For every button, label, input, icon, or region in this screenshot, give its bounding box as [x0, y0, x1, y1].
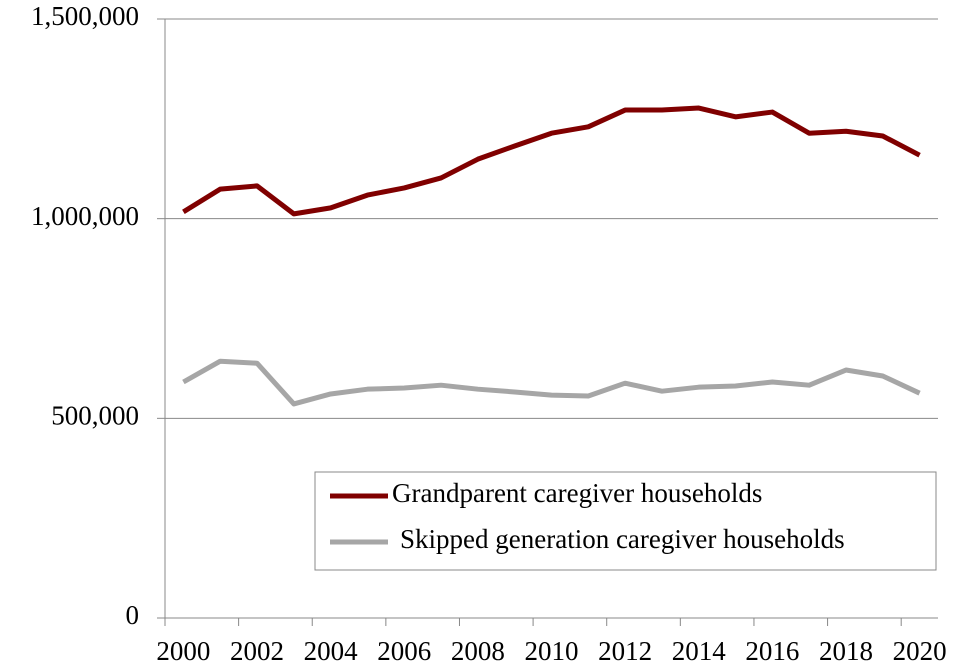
y-tick-label: 1,500,000 [31, 1, 139, 31]
series-line [182, 105, 921, 217]
y-tick-label: 0 [126, 600, 140, 630]
y-tick-label: 500,000 [51, 401, 139, 431]
legend-box [314, 471, 937, 571]
x-tick-label: 2016 [745, 636, 799, 666]
legend-label: Skipped generation caregiver households [400, 524, 845, 554]
series-line [182, 358, 921, 407]
x-tick-label: 2012 [598, 636, 652, 666]
legend-label: Grandparent caregiver households [392, 478, 762, 508]
x-tick-label: 2006 [377, 636, 431, 666]
x-tick-label: 2004 [304, 636, 359, 666]
x-tick-label: 2020 [893, 636, 947, 666]
x-tick-label: 2002 [230, 636, 284, 666]
x-tick-label: 2014 [672, 636, 727, 666]
y-tick-label: 1,000,000 [31, 201, 139, 231]
x-tick-label: 2018 [819, 636, 873, 666]
x-tick-label: 2000 [156, 636, 210, 666]
x-tick-label: 2010 [525, 636, 579, 666]
x-tick-label: 2008 [451, 636, 505, 666]
